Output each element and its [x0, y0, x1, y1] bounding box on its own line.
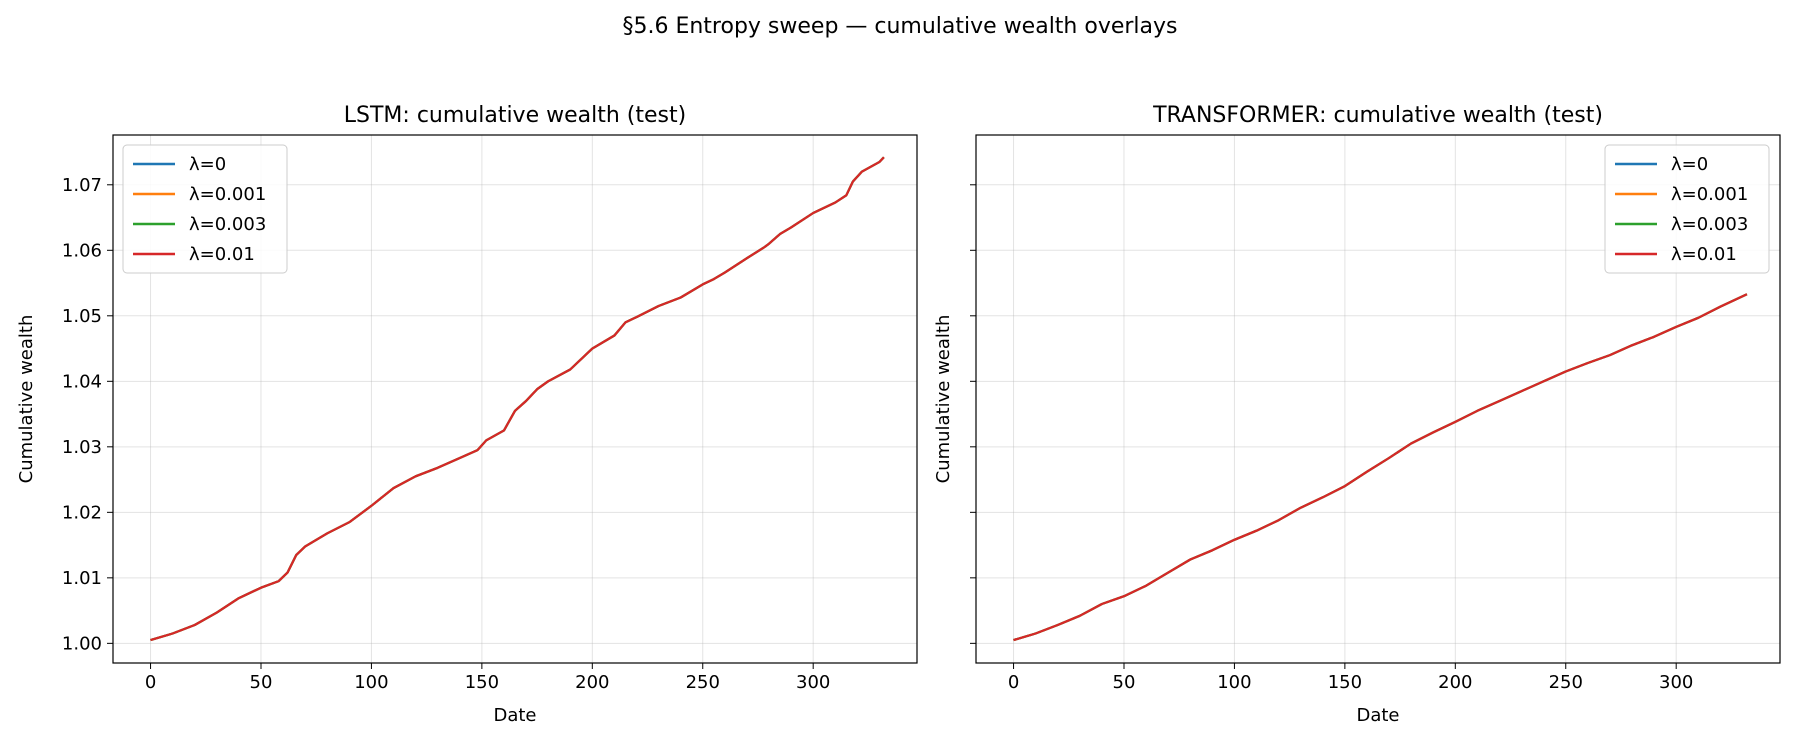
y-tick-label: 1.00 [62, 633, 102, 654]
series-line-3 [1013, 293, 1748, 642]
x-tick-label: 150 [465, 672, 499, 693]
x-tick-label: 50 [1113, 672, 1136, 693]
x-axis-label: Date [493, 705, 536, 726]
axes-frame [112, 134, 918, 664]
legend: λ=0 λ=0.001 λ=0.003 λ=0.01 [1604, 144, 1770, 274]
legend-box [122, 144, 288, 274]
legend-label: λ=0.01 [189, 244, 255, 265]
panel-title: TRANSFORMER: cumulative wealth (test) [1152, 103, 1603, 128]
x-tick-label: 100 [1217, 672, 1251, 693]
series-line-3 [150, 156, 885, 642]
y-tick-label: 1.05 [62, 306, 102, 327]
y-tick-label: 1.06 [62, 240, 102, 261]
x-tick-label: 0 [145, 672, 156, 693]
legend-label: λ=0.003 [1671, 214, 1748, 235]
x-tick-label: 250 [686, 672, 720, 693]
x-tick-label: 50 [250, 672, 273, 693]
x-axis-label: Date [1356, 705, 1399, 726]
legend-label: λ=0.001 [1671, 184, 1748, 205]
legend-box [1604, 144, 1770, 274]
y-tick-label: 1.01 [62, 568, 102, 589]
x-tick-label: 200 [575, 672, 609, 693]
x-tick-label: 100 [354, 672, 388, 693]
y-tick-label: 1.07 [62, 175, 102, 196]
legend-label: λ=0 [189, 154, 226, 175]
panel-lstm: 0 50 100 150 200 250 300 1.00 1.01 1.02 1.03 1.04 1.… [16, 103, 918, 726]
x-tick-label: 250 [1549, 672, 1583, 693]
legend-label: λ=0.001 [189, 184, 266, 205]
y-tick-label: 1.03 [62, 437, 102, 458]
figure-suptitle: §5.6 Entropy sweep — cumulative wealth o… [622, 14, 1177, 39]
x-tick-label: 300 [796, 672, 830, 693]
y-tick-label: 1.02 [62, 502, 102, 523]
panel-title: LSTM: cumulative wealth (test) [344, 103, 686, 128]
x-tick-label: 0 [1008, 672, 1019, 693]
y-axis-label: Cumulative wealth [16, 315, 37, 484]
legend-label: λ=0.003 [189, 214, 266, 235]
x-tick-label: 200 [1438, 672, 1472, 693]
legend-label: λ=0.01 [1671, 244, 1737, 265]
axes-frame [975, 134, 1781, 664]
y-axis-label: Cumulative wealth [933, 315, 954, 484]
y-tick-label: 1.04 [62, 371, 102, 392]
x-tick-label: 150 [1328, 672, 1362, 693]
x-tick-label: 300 [1659, 672, 1693, 693]
legend-label: λ=0 [1671, 154, 1708, 175]
panel-transformer: 0 50 100 150 200 250 300 TRANSFORMER: cumulativ… [933, 103, 1781, 726]
legend: λ=0 λ=0.001 λ=0.003 λ=0.01 [122, 144, 288, 274]
